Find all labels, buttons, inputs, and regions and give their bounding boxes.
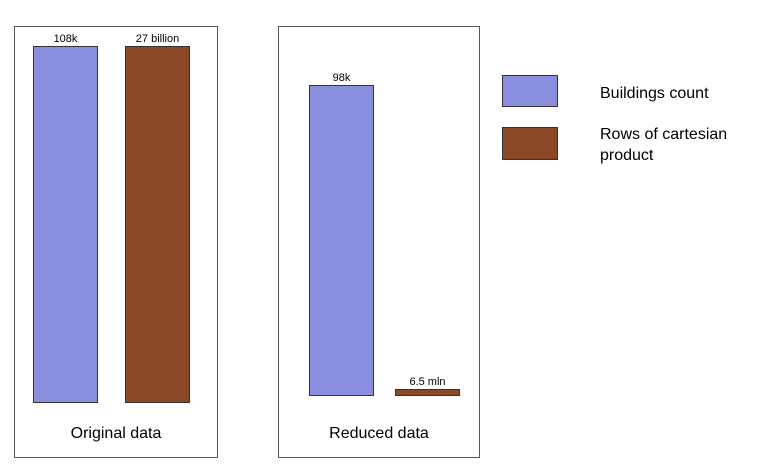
bar-original-cartesian [125, 46, 190, 403]
bar-label-reduced-cartesian: 6.5 mln [409, 376, 446, 388]
panel-original-data: 108k 27 billion Original data [14, 26, 218, 458]
bar-reduced-buildings [309, 85, 374, 396]
legend-label-buildings: Buildings count [600, 85, 709, 102]
legend-swatch-cartesian [502, 127, 558, 160]
panel-title-reduced: Reduced data [329, 425, 429, 442]
legend-swatch-buildings [502, 75, 558, 107]
bar-label-original-buildings: 108k [53, 33, 78, 45]
legend-label-cartesian: Rows of cartesian product [600, 126, 728, 164]
bar-label-reduced-buildings: 98k [332, 72, 351, 84]
bar-original-buildings [33, 46, 98, 403]
panel-reduced-data: 98k 6.5 mln Reduced data [278, 26, 480, 458]
panel-title-original: Original data [70, 425, 162, 442]
bar-reduced-cartesian [395, 389, 460, 396]
bar-label-original-cartesian: 27 billion [135, 33, 180, 45]
